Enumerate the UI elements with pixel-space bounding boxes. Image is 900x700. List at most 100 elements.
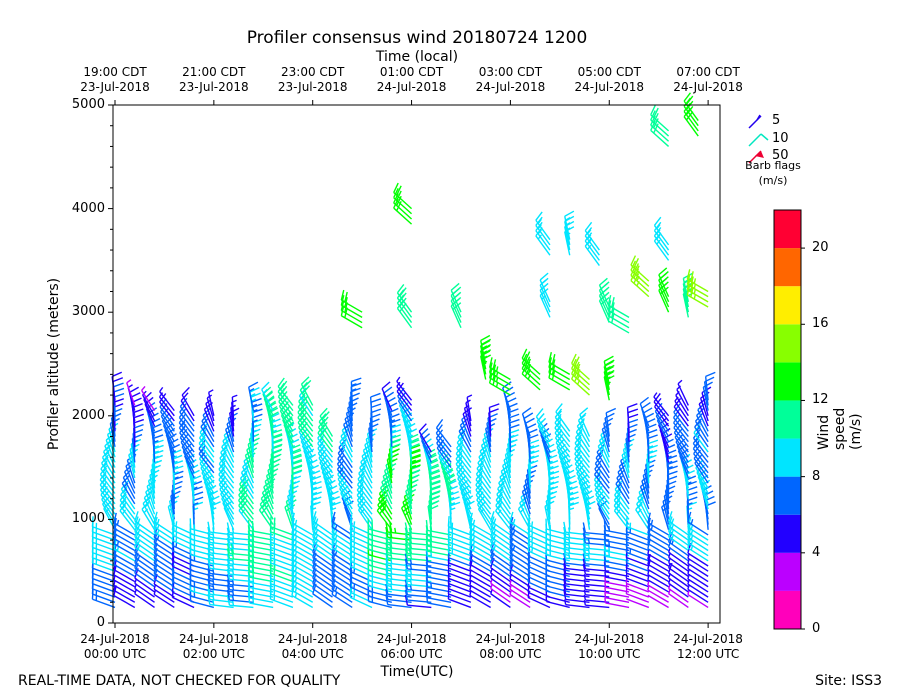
barb-shaft xyxy=(270,562,294,572)
barb-shaft xyxy=(546,600,570,609)
barb-shaft xyxy=(113,579,136,593)
barb-half-feather xyxy=(390,573,393,580)
colorbar xyxy=(773,209,805,630)
wind-barb xyxy=(509,589,531,609)
wind-barb xyxy=(604,592,630,603)
barb-feather xyxy=(119,491,127,501)
barb-shaft xyxy=(540,434,551,458)
wind-barb xyxy=(604,597,630,609)
barb-shaft xyxy=(181,394,195,417)
barb-half-feather xyxy=(252,588,255,594)
wind-barb xyxy=(455,450,472,479)
barb-feather xyxy=(340,300,345,311)
barb-shaft xyxy=(113,589,136,603)
barb-half-feather xyxy=(605,381,611,386)
barb-feather xyxy=(410,464,421,469)
barb-feather xyxy=(480,345,491,352)
barb-feather xyxy=(614,480,623,490)
barb-shaft xyxy=(164,429,175,453)
barb-feather xyxy=(112,377,124,383)
wind-barb xyxy=(687,589,709,609)
barb-feather xyxy=(475,470,483,481)
barb-feather xyxy=(404,584,409,596)
wind-barb-upper xyxy=(630,270,650,298)
wind-barb xyxy=(239,475,254,505)
wind-barb xyxy=(298,392,314,422)
barb-feather xyxy=(450,293,460,302)
barb-shaft xyxy=(704,376,709,401)
wind-barb xyxy=(693,444,709,474)
barb-feather xyxy=(582,532,587,544)
barb-feather xyxy=(226,543,231,554)
barb-half-feather xyxy=(512,518,516,525)
barb-feather xyxy=(574,450,582,460)
wind-barb-upper xyxy=(539,288,551,318)
barb-half-feather xyxy=(212,563,215,569)
barb-feather xyxy=(226,568,231,580)
barb-shaft xyxy=(626,572,650,583)
wind-barb-upper xyxy=(480,345,492,375)
barb-feather xyxy=(528,455,540,460)
barb-feather xyxy=(319,427,328,437)
barb-feather xyxy=(153,511,158,523)
barb-shaft xyxy=(490,536,511,552)
barb-shaft xyxy=(490,582,511,598)
barb-feather xyxy=(317,424,325,434)
barb-feather xyxy=(584,237,593,247)
barb-feather xyxy=(548,362,553,373)
barb-feather xyxy=(488,408,499,414)
barb-feather xyxy=(492,364,497,375)
wind-barb xyxy=(207,521,234,536)
barb-shaft xyxy=(318,457,334,479)
barb-feather xyxy=(262,493,271,503)
colorbar-bin xyxy=(774,552,801,591)
barb-shaft xyxy=(647,553,669,567)
barb-shaft xyxy=(687,593,709,609)
wind-barb xyxy=(425,520,452,536)
barb-shaft xyxy=(565,562,590,567)
barb-feather xyxy=(564,226,575,233)
barb-feather xyxy=(408,522,413,534)
wind-barb xyxy=(385,563,412,578)
top-tick-time: 05:00 CDT xyxy=(577,65,641,79)
legend-barb-full xyxy=(760,133,769,141)
barb-shaft xyxy=(605,591,630,598)
wind-barb xyxy=(604,571,630,583)
barb-feather xyxy=(409,444,421,450)
barb-half-feather xyxy=(527,368,532,375)
barb-feather xyxy=(455,455,463,465)
wind-barb-upper xyxy=(607,310,630,334)
wind-barb xyxy=(385,573,412,588)
barb-feather xyxy=(291,460,303,465)
wind-barb xyxy=(626,598,650,609)
wind-barb xyxy=(535,408,551,437)
barb-shaft xyxy=(647,579,669,593)
barb-feather xyxy=(273,517,276,529)
barb-shaft xyxy=(190,579,215,588)
wind-barb xyxy=(337,449,353,479)
barb-shaft xyxy=(153,567,175,583)
barb-feather xyxy=(277,382,285,393)
barb-half-feather xyxy=(693,278,697,284)
barb-feather xyxy=(370,398,382,403)
barb-feather xyxy=(563,558,567,569)
wind-barb xyxy=(247,520,274,536)
barb-half-feather xyxy=(472,519,476,526)
barb-feather xyxy=(529,444,540,450)
barb-feather xyxy=(271,423,282,429)
barb-shaft xyxy=(626,562,650,572)
barb-half-feather xyxy=(583,579,587,585)
barb-half-feather xyxy=(231,527,235,534)
barb-half-feather xyxy=(116,519,120,526)
barb-shaft xyxy=(668,556,689,572)
barb-shaft xyxy=(113,584,136,598)
barb-half-feather xyxy=(636,275,640,282)
barb-feather xyxy=(226,594,231,606)
wind-barb xyxy=(696,407,709,437)
barb-feather xyxy=(291,453,302,459)
wind-barb xyxy=(385,521,412,536)
barb-half-feather xyxy=(409,564,413,570)
barb-feather xyxy=(584,221,593,232)
barb-shaft xyxy=(565,572,590,578)
wind-barb xyxy=(189,518,215,536)
